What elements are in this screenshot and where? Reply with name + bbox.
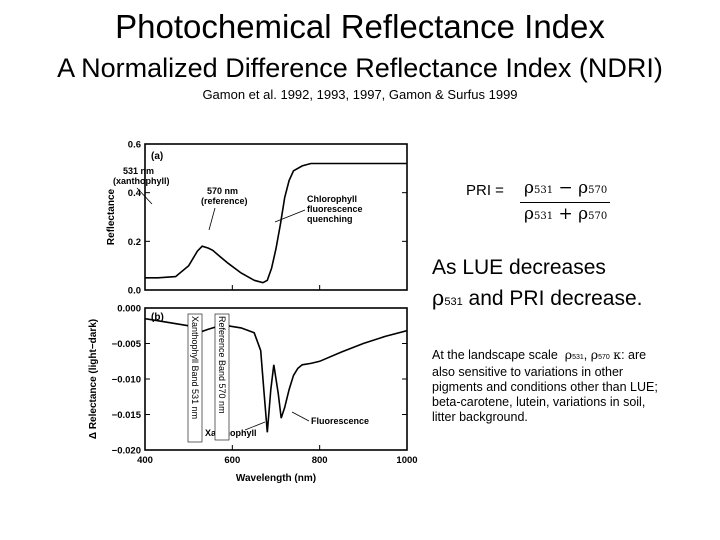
arrow-570: [208, 207, 216, 231]
panel-b-x-tick-label: 1000: [396, 455, 417, 466]
panel-b-y-tick-label: −0.020: [112, 446, 141, 457]
arrow-fluorescence: [291, 411, 310, 422]
annotation-531-nm: 531 nm: [123, 166, 154, 176]
panel-a-reflectance-curve: [145, 162, 407, 284]
panel-b-y-axis-label: Δ Relectance (light−dark): [88, 319, 99, 439]
panel-a-y-tick-label: 0.6: [128, 140, 141, 151]
panel-a-y-axis-label: Reflectance: [106, 188, 117, 245]
xanthophyll-band-box: [187, 313, 203, 443]
panel-b-y-tick-label: 0.000: [117, 304, 141, 315]
annotation-chlorophyll: Chlorophyll: [307, 194, 357, 204]
annotation-quenching: quenching: [307, 214, 353, 224]
panel-a-y-tick-label: 0.0: [128, 286, 141, 297]
pri-label: PRI =: [466, 182, 504, 199]
page-title: Photochemical Reflectance Index: [115, 8, 605, 45]
panel-b-label: (b): [151, 312, 164, 323]
panel-a-y-tick-label: 0.2: [128, 237, 141, 248]
lue-line-1: As LUE decreases: [432, 256, 606, 279]
panel-a-y-tick-label: 0.4: [128, 188, 142, 199]
panel-a-frame: [144, 143, 408, 291]
page-subtitle: A Normalized Difference Reflectance Inde…: [57, 53, 663, 83]
reference-band-label: Reference Band 570 nm: [217, 316, 227, 414]
arrow-xanthophyll-b: [244, 421, 266, 431]
panel-b-x-tick-label: 800: [312, 455, 328, 466]
citation: Gamon et al. 1992, 1993, 1997, Gamon & S…: [202, 87, 518, 102]
annotation-xanthophyll: (xanthophyll): [113, 176, 170, 186]
panel-b-x-tick-label: 400: [137, 455, 153, 466]
x-axis-label: Wavelength (nm): [236, 473, 316, 484]
fraction-bar: [520, 202, 610, 203]
pri-numerator: ρ531 − ρ570: [524, 178, 608, 198]
arrow-531: [136, 187, 153, 205]
annotation-570-nm: 570 nm: [207, 186, 238, 196]
panel-b-y-tick-label: −0.015: [112, 410, 142, 421]
arrow-quenching: [274, 209, 306, 223]
pri-denominator: ρ531 + ρ570: [524, 204, 608, 224]
panel-a-label: (a): [151, 151, 163, 162]
annotation-reference: (reference): [201, 196, 248, 206]
xanthophyll-band-label: Xanthophyll Band 531 nm: [190, 316, 200, 419]
panel-b-y-tick-label: −0.010: [112, 375, 141, 386]
landscape-scale-note: At the landscape scale ρ531, ρ570 κ: are…: [432, 347, 658, 424]
panel-b-y-tick-label: −0.005: [112, 339, 142, 350]
panel-b-delta-reflectance-curve: [145, 317, 407, 433]
annotation-fluorescence-b: Fluorescence: [311, 416, 369, 426]
annotation-xanthophyll-b: Xanthophyll: [205, 428, 257, 438]
reference-band-box: [214, 313, 230, 441]
lue-statement: As LUE decreases ρ531 and PRI decrease.: [432, 253, 643, 317]
annotation-fluorescence: fluorescence: [307, 204, 363, 214]
lue-line-2: ρ531 and PRI decrease.: [432, 286, 643, 310]
reflectance-figure: (a) 0.0 0.2 0.4 0.6 Reflectance 531 nm (xan…: [88, 140, 418, 485]
panel-b-x-tick-label: 600: [224, 455, 240, 466]
